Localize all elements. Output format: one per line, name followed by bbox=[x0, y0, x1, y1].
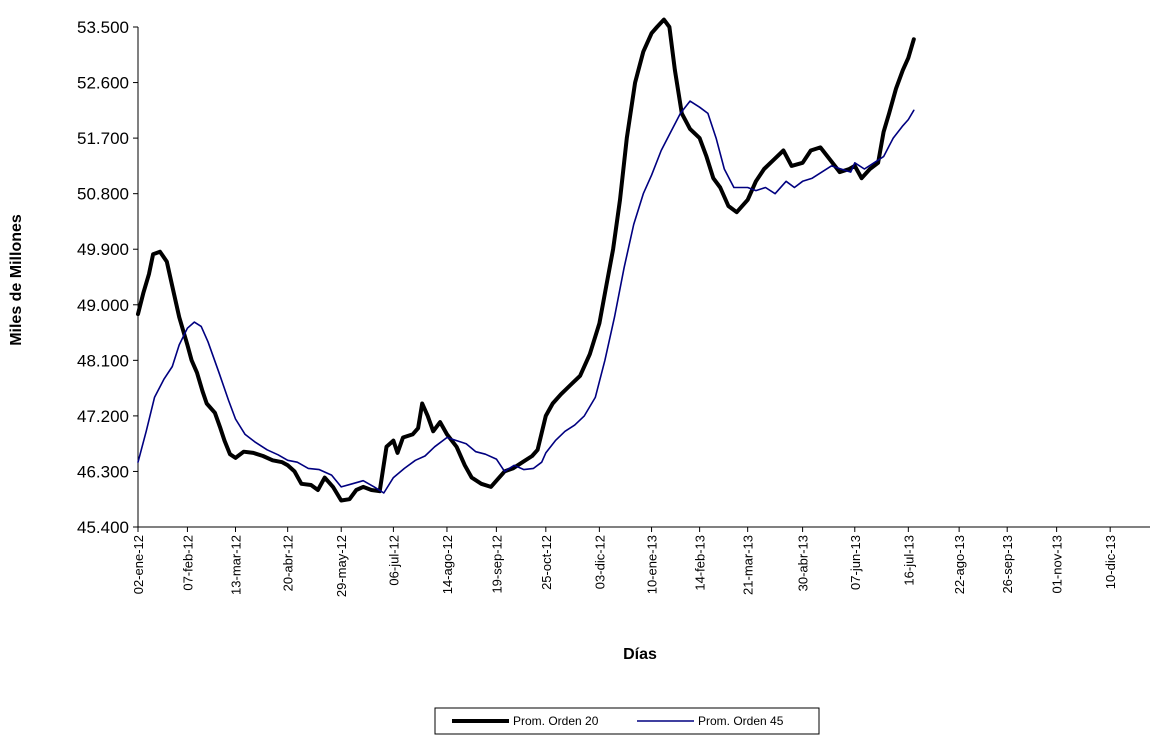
legend-label-prom-orden-20: Prom. Orden 20 bbox=[513, 714, 599, 728]
series-line-prom-orden-45 bbox=[137, 100, 915, 494]
y-axis-title: Miles de Millones bbox=[8, 214, 25, 346]
x-tick-label: 07-jun-13 bbox=[848, 535, 863, 590]
y-tick-label: 45.400 bbox=[77, 518, 129, 537]
x-tick-label: 20-abr-12 bbox=[281, 535, 296, 591]
x-tick-label: 30-abr-13 bbox=[796, 535, 811, 591]
x-tick-label: 25-oct-12 bbox=[539, 535, 554, 590]
x-axis: 02-ene-12 07-feb-12 13-mar-12 20-abr-12 29-m… bbox=[131, 526, 1150, 597]
x-tick-label: 16-jul-13 bbox=[901, 535, 916, 586]
x-tick-label: 06-jul-12 bbox=[386, 535, 401, 586]
x-tick-label: 14-ago-12 bbox=[440, 535, 455, 594]
x-tick-label: 10-ene-13 bbox=[645, 535, 660, 594]
y-tick-label: 50.800 bbox=[77, 185, 129, 204]
y-tick-label: 46.300 bbox=[77, 462, 129, 481]
y-tick-label: 52.600 bbox=[77, 74, 129, 93]
series-line-prom-orden-20 bbox=[136, 17, 916, 503]
x-tick-label: 03-dic-12 bbox=[592, 535, 607, 589]
y-tick-label: 53.500 bbox=[77, 18, 129, 37]
x-axis-title: Días bbox=[623, 646, 657, 663]
y-tick-label: 49.000 bbox=[77, 296, 129, 315]
y-tick-label: 47.200 bbox=[77, 407, 129, 426]
y-tick-label: 51.700 bbox=[77, 129, 129, 148]
y-tick-label: 48.100 bbox=[77, 351, 129, 370]
x-tick-label: 19-sep-12 bbox=[489, 535, 504, 594]
x-tick-label: 14-feb-13 bbox=[693, 535, 708, 591]
y-tick-label: 49.900 bbox=[77, 240, 129, 259]
y-axis: 45.400 46.300 47.200 48.100 49.000 49.900 50.8… bbox=[77, 18, 139, 537]
series-layer bbox=[136, 17, 916, 503]
x-tick-label: 01-nov-13 bbox=[1050, 535, 1065, 594]
x-tick-label: 10-dic-13 bbox=[1103, 535, 1118, 589]
x-tick-label: 29-may-12 bbox=[334, 535, 349, 597]
legend-label-prom-orden-45: Prom. Orden 45 bbox=[698, 714, 784, 728]
x-tick-label: 07-feb-12 bbox=[180, 535, 195, 591]
x-tick-label: 13-mar-12 bbox=[228, 535, 243, 595]
x-tick-label: 21-mar-13 bbox=[741, 535, 756, 595]
x-tick-label: 22-ago-13 bbox=[952, 535, 967, 594]
x-tick-label: 26-sep-13 bbox=[1000, 535, 1015, 594]
legend: Prom. Orden 20 Prom. Orden 45 bbox=[434, 707, 820, 735]
x-tick-label: 02-ene-12 bbox=[131, 535, 146, 594]
